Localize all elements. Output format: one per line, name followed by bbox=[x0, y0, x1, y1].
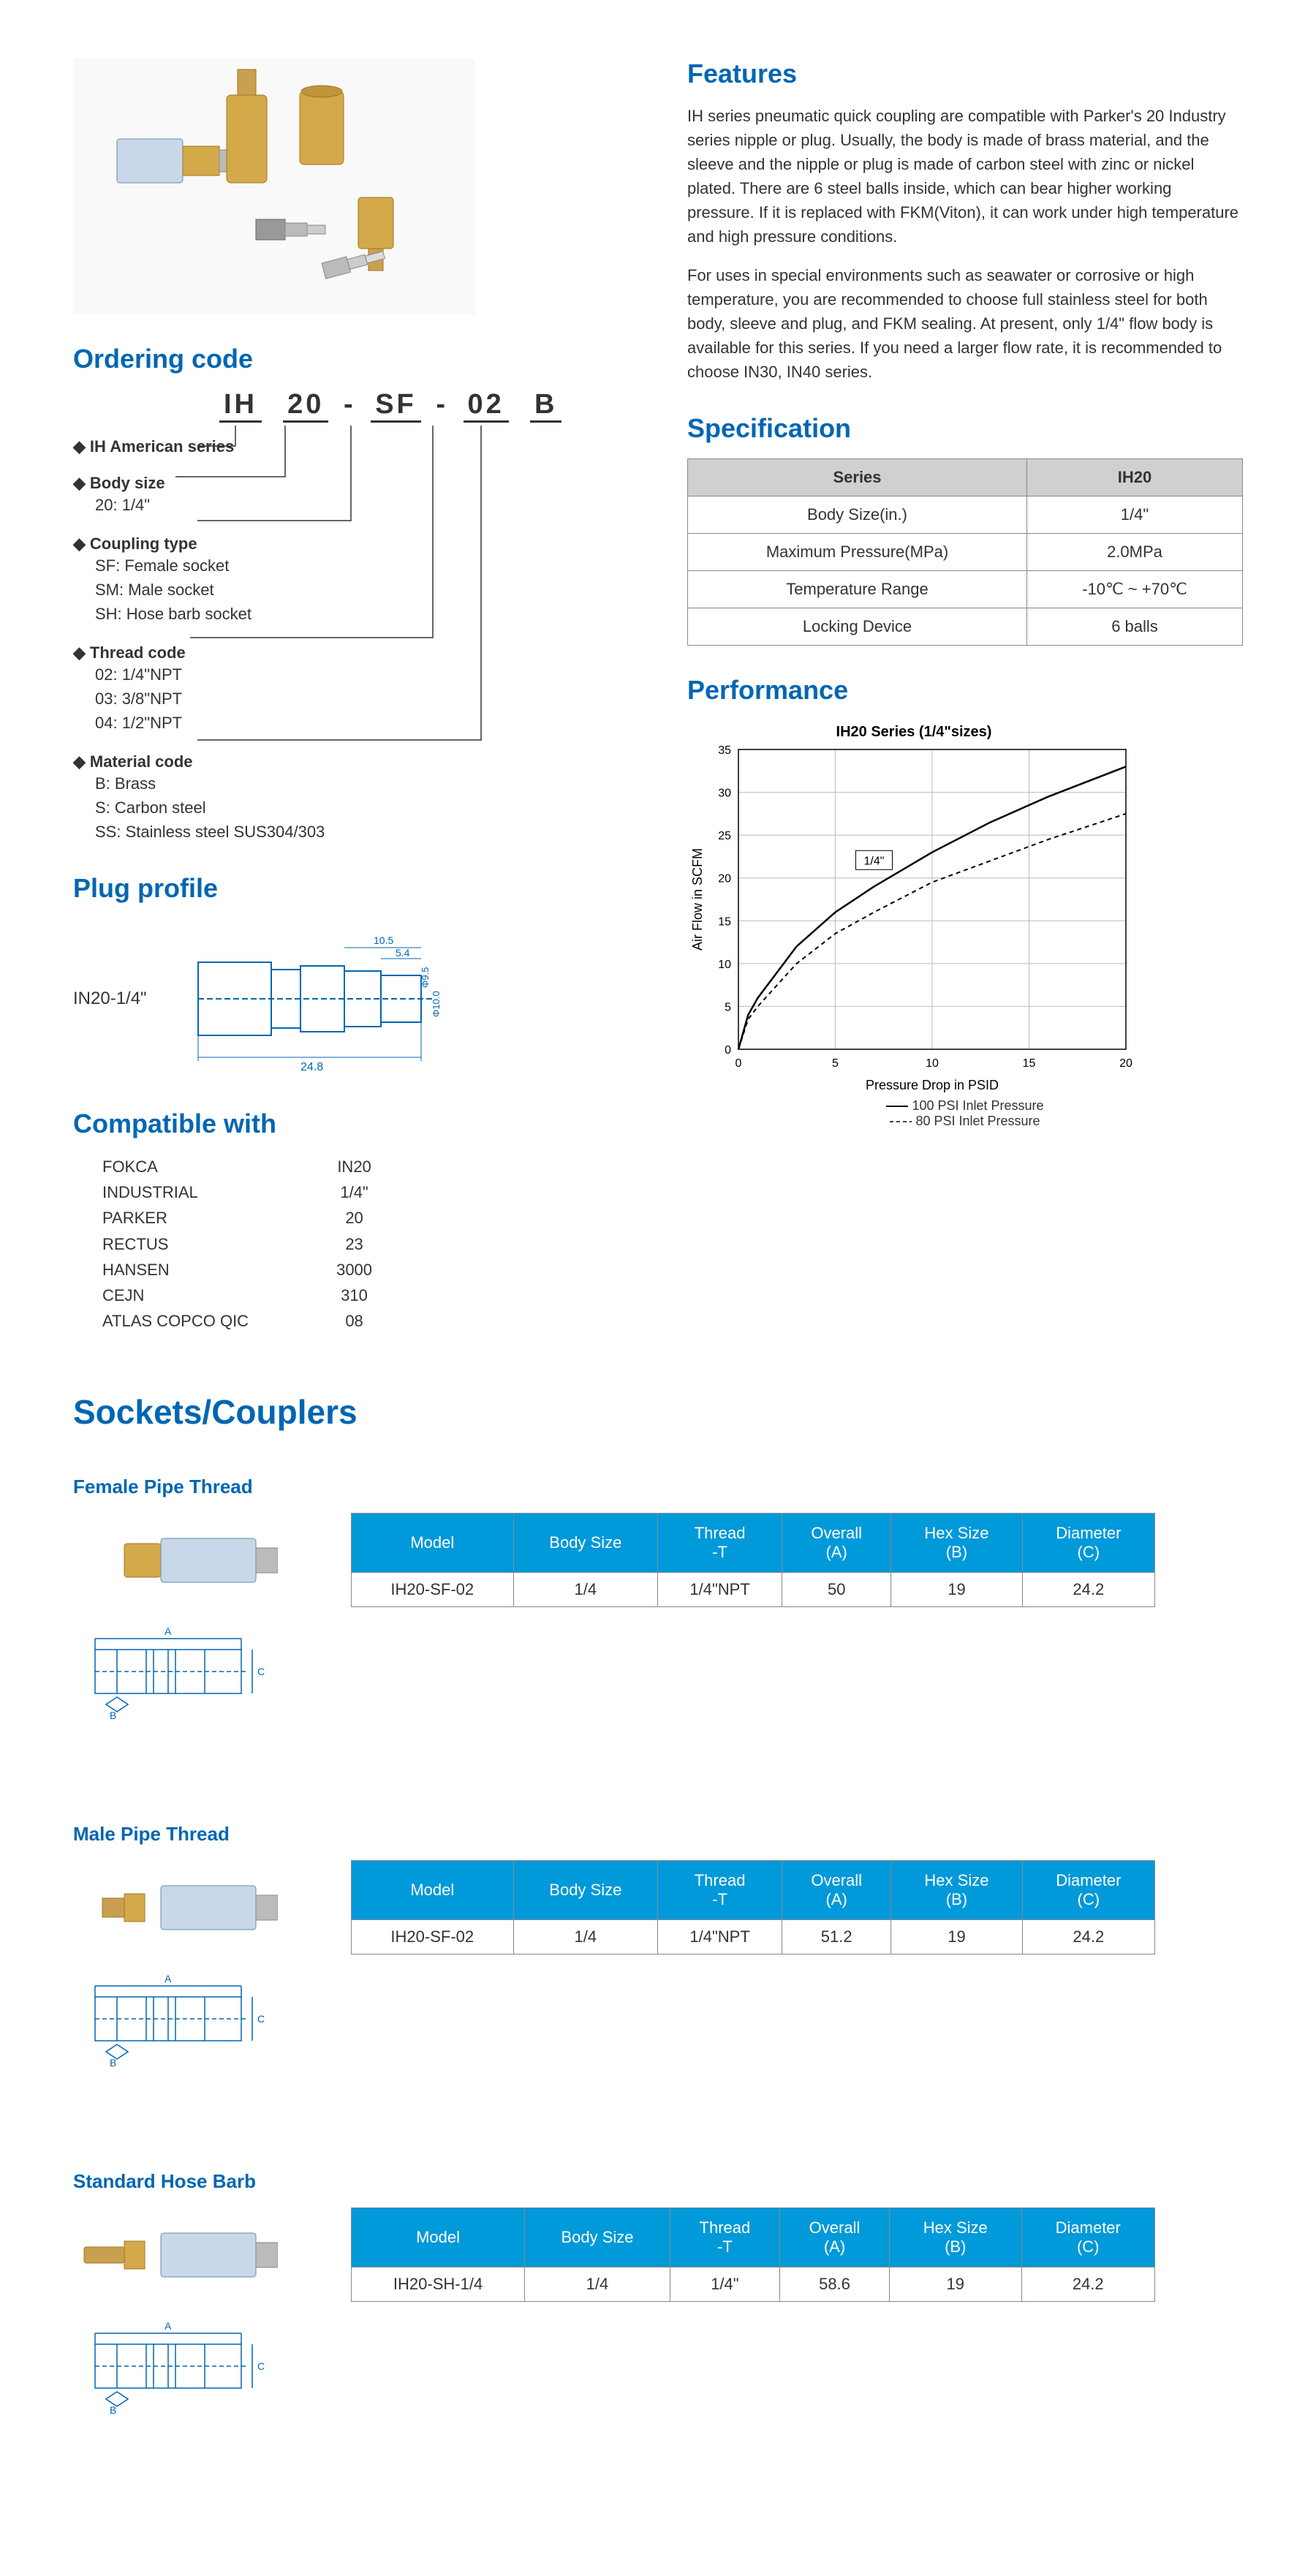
svg-text:15: 15 bbox=[718, 915, 731, 928]
svg-text:C: C bbox=[257, 2360, 265, 2372]
svg-text:A: A bbox=[164, 1973, 172, 1984]
performance-chart: IH20 Series (1/4"sizes) 0 5 10 15 20 25 30 35 0 5… bbox=[687, 720, 1141, 1100]
socket-diagram: A C B bbox=[73, 1968, 278, 2092]
svg-text:24.8: 24.8 bbox=[300, 1061, 323, 1073]
socket-diagram: A C B bbox=[73, 2315, 278, 2439]
svg-text:10: 10 bbox=[718, 959, 731, 971]
ordering-code: IH 20 - SF - 02 B bbox=[219, 389, 629, 423]
product-photo bbox=[73, 58, 475, 314]
socket-diagram: A C B bbox=[73, 1620, 278, 1745]
svg-text:10: 10 bbox=[926, 1057, 939, 1070]
svg-text:1/4": 1/4" bbox=[864, 855, 885, 867]
svg-text:30: 30 bbox=[718, 787, 731, 800]
svg-text:Air Flow in SCFM: Air Flow in SCFM bbox=[690, 848, 705, 951]
svg-text:35: 35 bbox=[718, 744, 731, 757]
plug-diagram: 24.8 10.5 5.4 Φ9.5 Φ10.0 bbox=[169, 918, 476, 1079]
svg-text:20: 20 bbox=[1119, 1057, 1132, 1070]
perf-title: Performance bbox=[687, 675, 1243, 706]
svg-text:0: 0 bbox=[735, 1057, 742, 1070]
spec-table: SeriesIH20 Body Size(in.)1/4"Maximum Pre… bbox=[687, 458, 1243, 646]
socket-table: ModelBody SizeThread-TOverall(A)Hex Size… bbox=[351, 2207, 1155, 2302]
svg-text:C: C bbox=[257, 2013, 265, 2025]
sockets-title: Sockets/Couplers bbox=[73, 1392, 1243, 1432]
ordering-title: Ordering code bbox=[73, 344, 629, 374]
svg-text:5: 5 bbox=[725, 1001, 731, 1013]
svg-text:5.4: 5.4 bbox=[396, 947, 410, 959]
ordering-items: IH American seriesBody size20: 1/4"Coupl… bbox=[73, 437, 629, 844]
plug-title: Plug profile bbox=[73, 873, 629, 904]
svg-text:A: A bbox=[164, 1625, 172, 1637]
socket-block-title: Male Pipe Thread bbox=[73, 1823, 1243, 1846]
svg-text:C: C bbox=[257, 1666, 265, 1677]
svg-text:10.5: 10.5 bbox=[374, 934, 393, 946]
svg-text:5: 5 bbox=[832, 1057, 839, 1070]
chart-legend: 100 PSI Inlet Pressure 80 PSI Inlet Pres… bbox=[687, 1098, 1243, 1129]
svg-text:IH20 Series (1/4"sizes): IH20 Series (1/4"sizes) bbox=[836, 724, 992, 740]
socket-photo bbox=[73, 2207, 278, 2303]
svg-text:Pressure Drop in PSID: Pressure Drop in PSID bbox=[866, 1078, 999, 1092]
svg-text:0: 0 bbox=[725, 1044, 731, 1057]
svg-text:Φ10.0: Φ10.0 bbox=[431, 991, 442, 1017]
compat-title: Compatible with bbox=[73, 1108, 629, 1139]
socket-photo bbox=[73, 1513, 278, 1608]
svg-text:20: 20 bbox=[718, 873, 731, 885]
socket-block-title: Standard Hose Barb bbox=[73, 2170, 1243, 2193]
socket-block-title: Female Pipe Thread bbox=[73, 1476, 1243, 1498]
socket-photo bbox=[73, 1860, 278, 1955]
features-p2: For uses in special environments such as… bbox=[687, 263, 1243, 384]
svg-text:A: A bbox=[164, 2320, 172, 2332]
svg-text:Φ9.5: Φ9.5 bbox=[420, 967, 431, 988]
spec-title: Specification bbox=[687, 413, 1243, 444]
features-title: Features bbox=[687, 58, 1243, 89]
socket-table: ModelBody SizeThread-TOverall(A)Hex Size… bbox=[351, 1860, 1155, 1954]
socket-table: ModelBody SizeThread-TOverall(A)Hex Size… bbox=[351, 1513, 1155, 1607]
svg-text:25: 25 bbox=[718, 830, 731, 842]
compat-list: FOKCAINDUSTRIALPARKERRECTUSHANSENCEJNATL… bbox=[73, 1154, 629, 1334]
features-p1: IH series pneumatic quick coupling are c… bbox=[687, 104, 1243, 249]
svg-text:15: 15 bbox=[1023, 1057, 1036, 1070]
plug-label: IN20-1/4" bbox=[73, 989, 147, 1009]
